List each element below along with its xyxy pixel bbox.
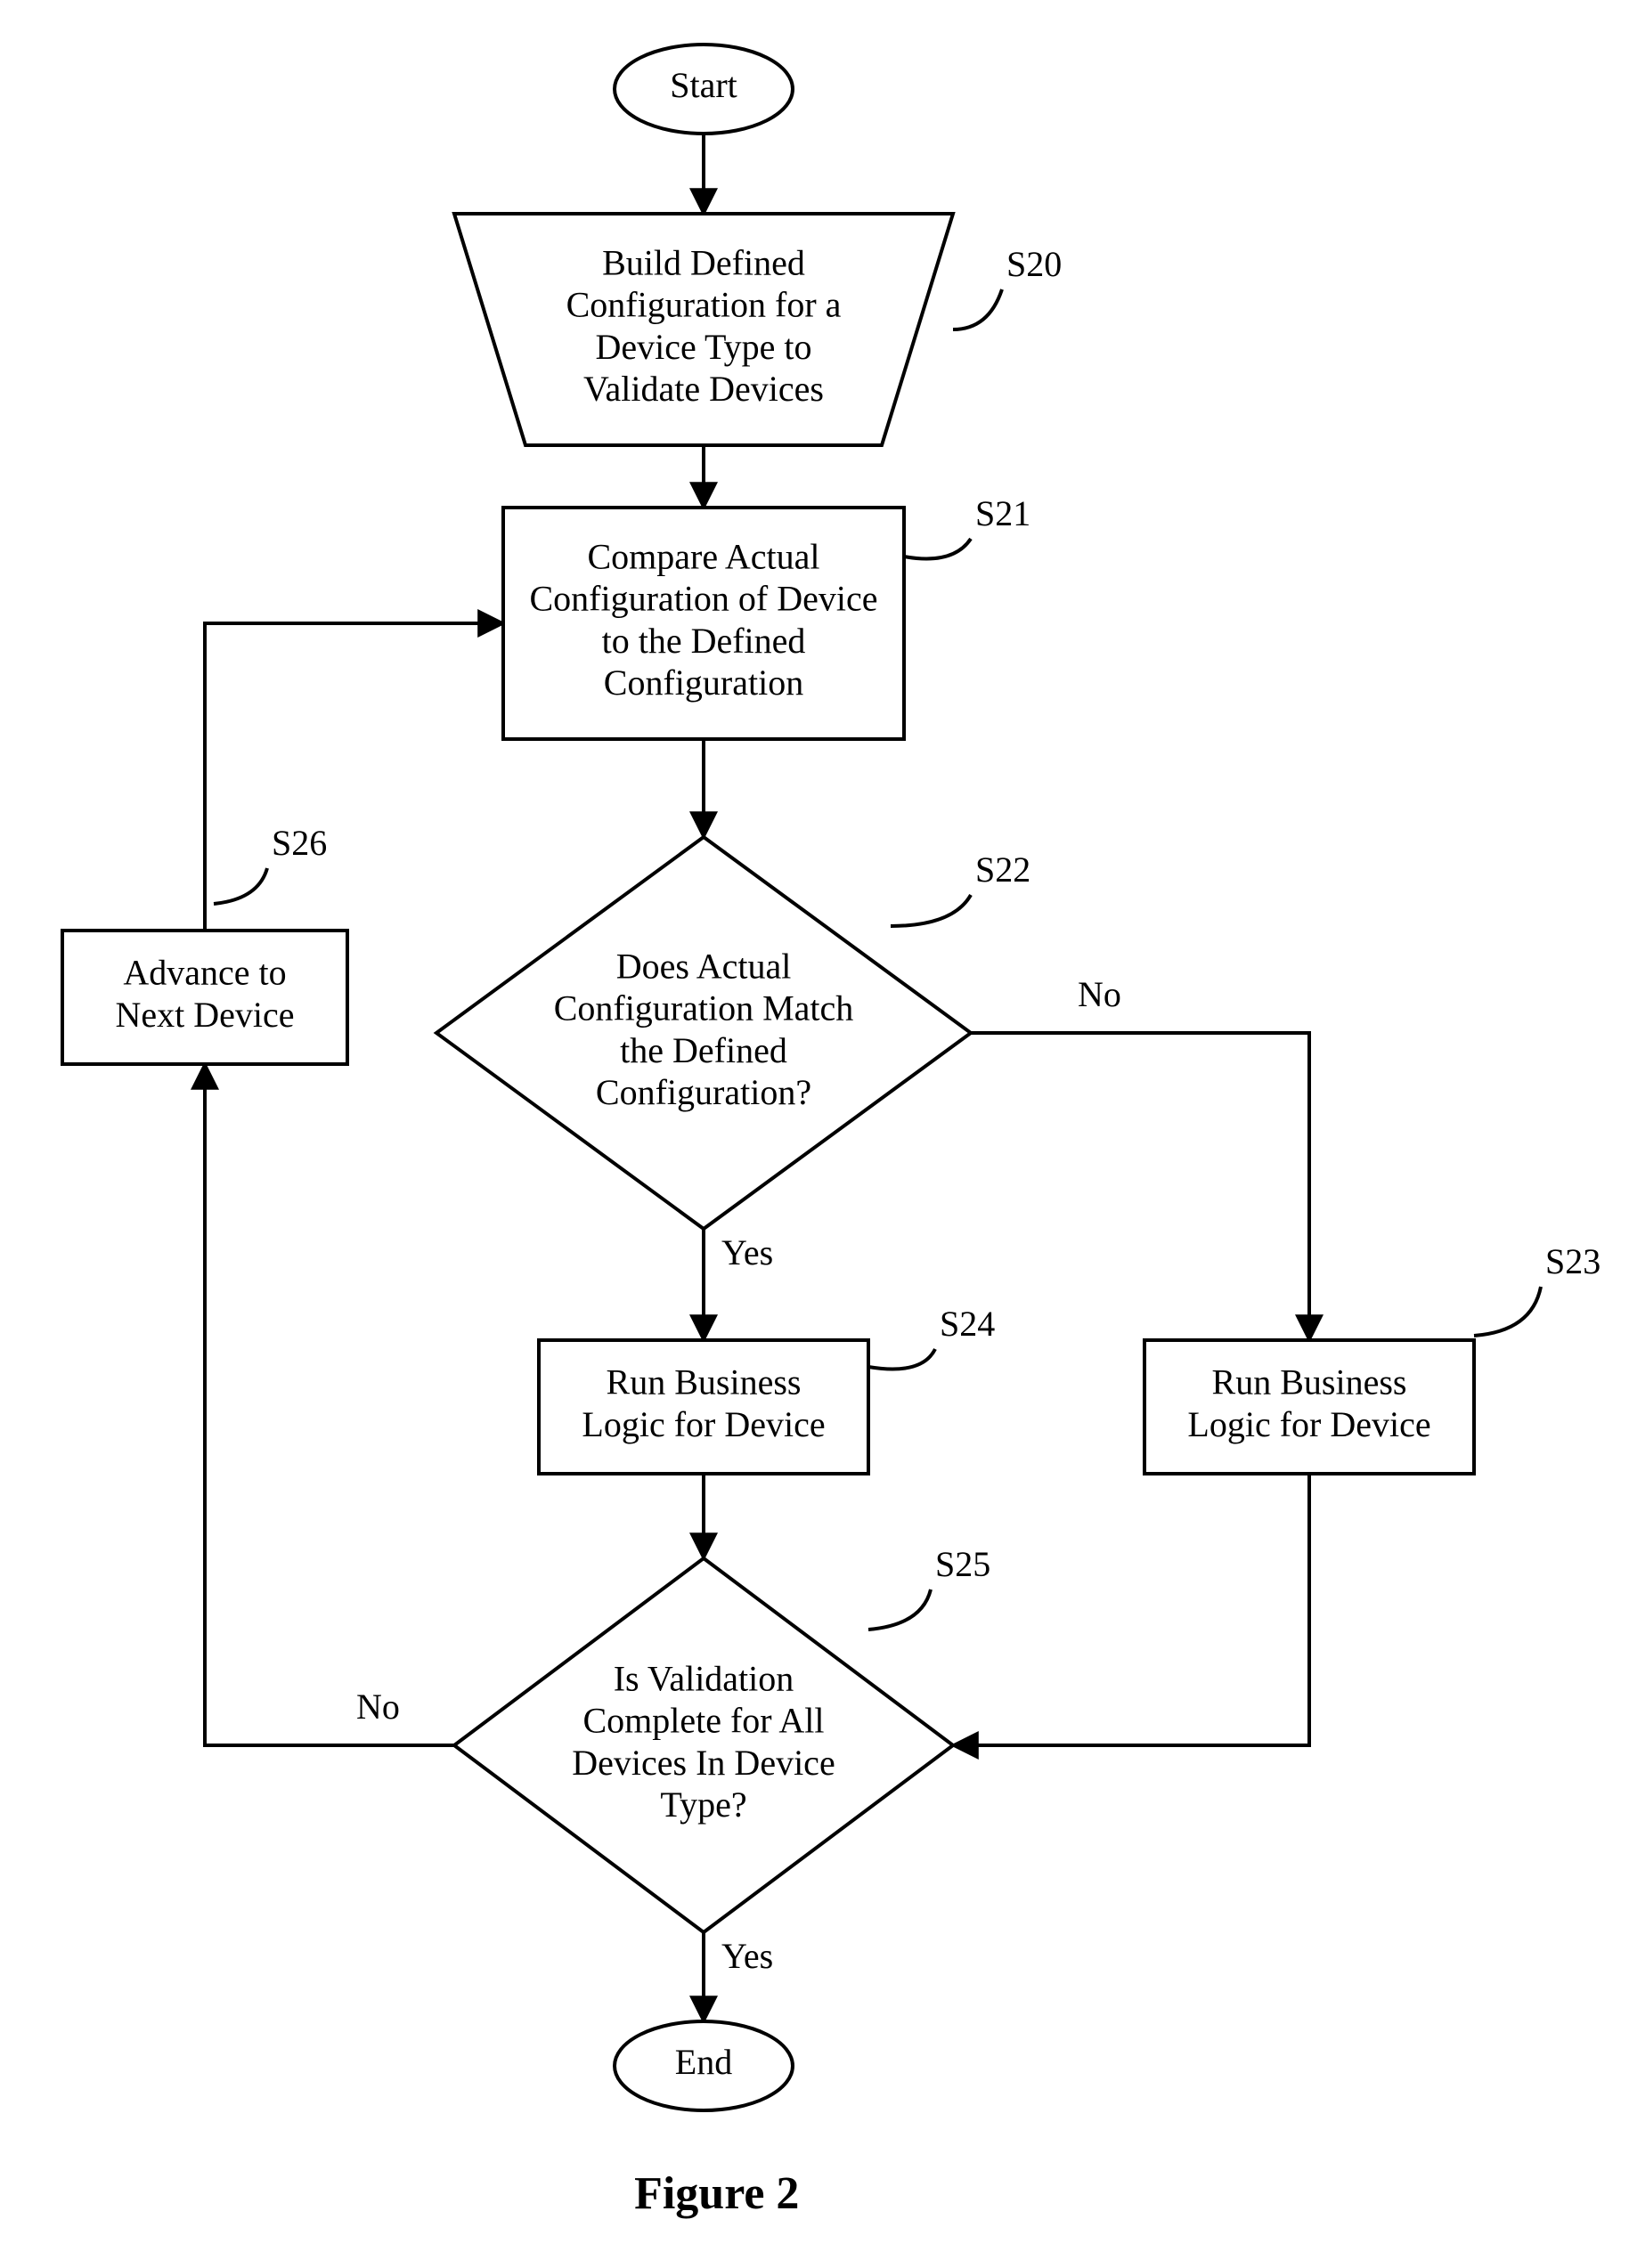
callout-leader-S23 (1474, 1287, 1541, 1336)
node-s21-line-1: Configuration of Device (530, 579, 878, 619)
node-s20-line-2: Device Type to (595, 327, 811, 367)
edge-6 (953, 1474, 1309, 1745)
node-s23-line-1: Logic for Device (1187, 1404, 1430, 1444)
node-s26: Advance toNext Device (62, 931, 347, 1064)
callout-label-S22: S22 (975, 849, 1030, 890)
node-s21-line-3: Configuration (604, 663, 803, 703)
node-s20: Build DefinedConfiguration for aDevice T… (454, 214, 953, 445)
nodes: StartBuild DefinedConfiguration for aDev… (62, 45, 1474, 2110)
node-s22-line-0: Does Actual (616, 946, 792, 986)
node-s20-line-1: Configuration for a (566, 285, 842, 325)
node-s22-line-1: Configuration Match (554, 988, 854, 1028)
callout-leader-S25 (868, 1589, 931, 1630)
node-s21-line-0: Compare Actual (587, 536, 819, 576)
edge-label-3: Yes (721, 1232, 773, 1272)
edge-4 (971, 1033, 1309, 1340)
node-s24: Run BusinessLogic for Device (539, 1340, 868, 1474)
node-s23-line-0: Run Business (1212, 1362, 1407, 1402)
node-s25-line-2: Devices In Device (572, 1743, 835, 1783)
node-s24-line-0: Run Business (607, 1362, 802, 1402)
node-s21: Compare ActualConfiguration of Deviceto … (503, 508, 904, 739)
callout-label-S20: S20 (1006, 244, 1062, 284)
callout-label-S23: S23 (1545, 1241, 1600, 1281)
edge-label-4: No (1078, 974, 1121, 1014)
callout-label-S26: S26 (272, 823, 327, 863)
node-s22-line-3: Configuration? (596, 1072, 811, 1112)
node-s24-line-1: Logic for Device (582, 1404, 825, 1444)
figure-caption: Figure 2 (634, 2168, 799, 2219)
node-s23: Run BusinessLogic for Device (1144, 1340, 1474, 1474)
node-end-line-0: End (675, 2042, 732, 2082)
node-s25-line-3: Type? (660, 1784, 746, 1825)
node-end: End (615, 2021, 793, 2110)
edge-8 (205, 1064, 454, 1745)
callout-label-S24: S24 (940, 1304, 995, 1344)
node-s26-line-0: Advance to (123, 953, 286, 993)
node-start-line-0: Start (670, 65, 737, 105)
callout-leader-S24 (868, 1349, 935, 1370)
callout-leader-S26 (214, 868, 267, 904)
node-s25-line-0: Is Validation (614, 1658, 794, 1698)
edge-9 (205, 623, 503, 931)
node-s22-line-2: the Defined (620, 1030, 787, 1070)
callout-leader-S21 (904, 539, 971, 559)
node-s20-line-3: Validate Devices (583, 369, 824, 409)
node-s21-line-2: to the Defined (602, 621, 806, 661)
node-start: Start (615, 45, 793, 134)
edge-label-7: Yes (721, 1936, 773, 1976)
callout-leader-S20 (953, 289, 1002, 329)
node-s25-line-1: Complete for All (582, 1701, 824, 1741)
node-s22: Does ActualConfiguration Matchthe Define… (436, 837, 971, 1229)
edge-label-8: No (356, 1687, 400, 1727)
callout-leader-S22 (891, 895, 971, 926)
node-s26-line-1: Next Device (115, 995, 294, 1035)
callout-label-S21: S21 (975, 493, 1030, 533)
callout-label-S25: S25 (935, 1544, 990, 1584)
node-s20-line-0: Build Defined (602, 242, 805, 282)
node-s25: Is ValidationComplete for AllDevices In … (454, 1558, 953, 1932)
